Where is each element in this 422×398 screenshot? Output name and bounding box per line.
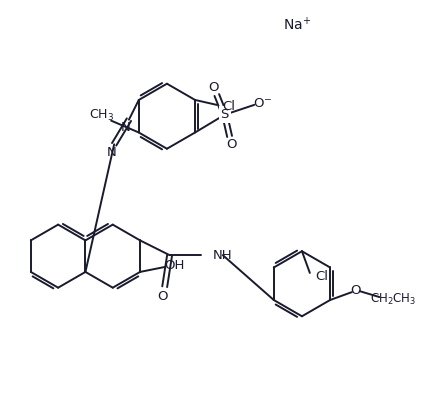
- Text: O: O: [157, 290, 168, 303]
- Text: OH: OH: [164, 259, 185, 271]
- Text: O$^{-}$: O$^{-}$: [254, 98, 273, 110]
- Text: Na$^{+}$: Na$^{+}$: [283, 16, 311, 33]
- Text: O: O: [226, 138, 237, 151]
- Text: NH: NH: [213, 249, 233, 261]
- Text: O: O: [208, 81, 219, 94]
- Text: Cl: Cl: [315, 270, 328, 283]
- Text: Cl: Cl: [222, 100, 235, 113]
- Text: N: N: [121, 121, 131, 134]
- Text: N: N: [106, 146, 116, 159]
- Text: CH$_3$: CH$_3$: [89, 108, 114, 123]
- Text: O: O: [351, 284, 361, 297]
- Text: S: S: [220, 108, 229, 121]
- Text: CH$_2$CH$_3$: CH$_2$CH$_3$: [370, 291, 417, 306]
